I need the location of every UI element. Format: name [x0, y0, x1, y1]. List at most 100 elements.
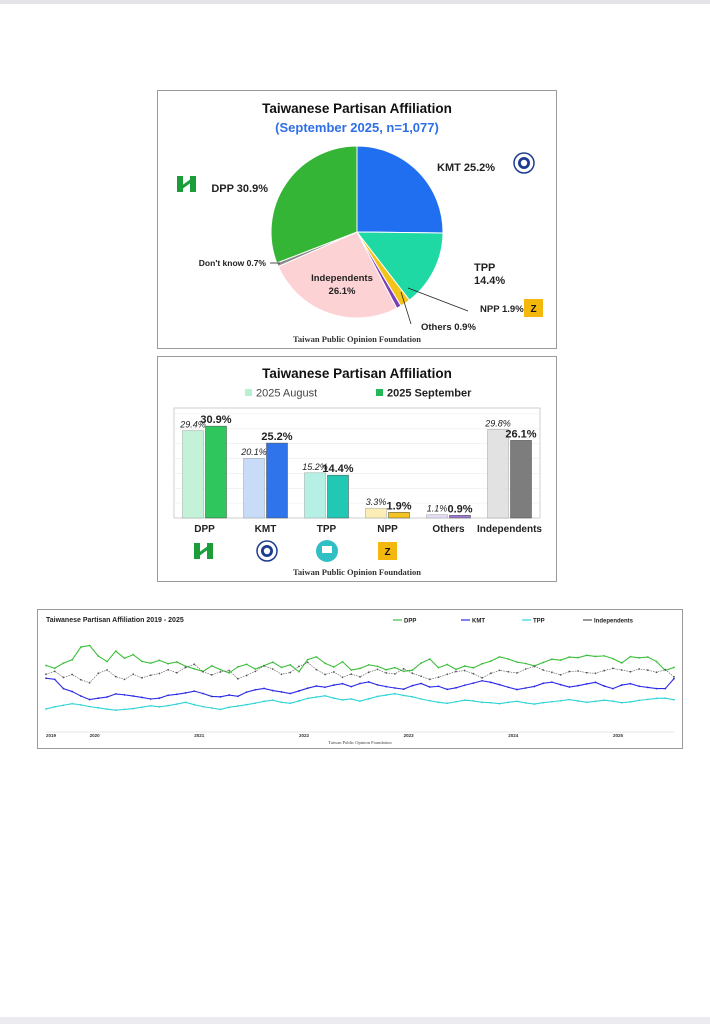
- bar-plot-area: [173, 407, 541, 519]
- trend-point-independents: [88, 681, 91, 684]
- trend-point-dpp: [359, 667, 361, 670]
- bar-chart: Taiwanese Partisan Affiliation 2025 Augu…: [173, 366, 542, 577]
- leader-line-npp: [407, 287, 469, 312]
- npp-logo: Z: [378, 542, 397, 560]
- bar-tpp-august: [304, 472, 326, 519]
- trend-point-tpp: [411, 695, 414, 698]
- trend-point-tpp: [498, 702, 501, 705]
- trend-point-kmt: [306, 687, 309, 690]
- trend-point-independents: [577, 670, 579, 672]
- trend-point-tpp: [202, 705, 204, 708]
- bar-label-dpp-september: 30.9%: [200, 414, 231, 426]
- trend-point-independents: [612, 667, 614, 670]
- trend-point-kmt: [629, 682, 632, 685]
- trend-point-independents: [559, 673, 562, 676]
- trend-point-kmt: [577, 684, 579, 687]
- bar-label-kmt-september: 25.2%: [261, 431, 292, 443]
- category-label-others: Others: [432, 524, 465, 535]
- trend-point-kmt: [219, 695, 222, 698]
- trend-point-tpp: [167, 704, 170, 707]
- trend-point-kmt: [324, 686, 327, 689]
- trend-point-independents: [114, 675, 117, 678]
- trend-source: Taiwan Public Opinion Foundation: [328, 740, 392, 745]
- trend-point-dpp: [167, 662, 170, 665]
- trend-point-tpp: [524, 702, 527, 704]
- bar-label-npp-september: 1.9%: [386, 500, 411, 512]
- trend-point-tpp: [620, 701, 623, 704]
- trend-point-tpp: [53, 705, 56, 708]
- trend-point-kmt: [376, 683, 379, 686]
- trend-point-tpp: [341, 699, 344, 701]
- trend-point-tpp: [149, 704, 152, 707]
- trend-point-independents: [62, 676, 65, 679]
- trend-point-kmt: [141, 696, 143, 699]
- trend-point-tpp: [228, 706, 231, 709]
- trend-point-independents: [524, 668, 527, 670]
- trend-point-dpp: [489, 660, 492, 663]
- pie-label-dpp: DPP 30.9%: [211, 183, 268, 195]
- bar-label-others-september: 0.9%: [447, 503, 472, 515]
- trend-point-kmt: [612, 687, 614, 690]
- trend-point-independents: [629, 670, 632, 673]
- pie-slice-tpp: [355, 231, 444, 301]
- trend-point-kmt: [507, 686, 510, 689]
- trend-point-independents: [289, 671, 292, 674]
- trend-point-kmt: [646, 686, 649, 689]
- trend-point-tpp: [271, 699, 274, 702]
- trend-point-kmt: [393, 687, 396, 689]
- trend-point-tpp: [71, 702, 74, 705]
- trend-point-tpp: [332, 697, 335, 700]
- trend-point-tpp: [263, 700, 265, 703]
- dpp-logo: [177, 176, 196, 192]
- trend-point-kmt: [79, 695, 82, 697]
- trend-point-independents: [550, 671, 553, 674]
- trend-point-kmt: [673, 677, 675, 680]
- trend-point-independents: [664, 668, 667, 671]
- trend-point-dpp: [45, 664, 47, 667]
- trend-point-dpp: [236, 665, 239, 668]
- trend-point-dpp: [53, 667, 56, 670]
- trend-point-independents: [219, 671, 222, 673]
- trend-point-tpp: [280, 701, 283, 704]
- trend-point-tpp: [577, 700, 579, 702]
- trend-point-independents: [132, 673, 135, 676]
- trend-point-dpp: [350, 669, 353, 671]
- trend-point-kmt: [175, 693, 178, 696]
- legend-label-august: 2025 August: [256, 388, 317, 400]
- trend-point-kmt: [158, 697, 161, 700]
- category-label-independents: Independents: [477, 524, 542, 535]
- trend-point-independents: [507, 670, 510, 673]
- trend-point-independents: [411, 672, 414, 675]
- trend-point-independents: [271, 668, 274, 670]
- trend-point-kmt: [542, 682, 545, 685]
- trend-point-independents: [376, 668, 379, 671]
- kmt-logo: [256, 540, 278, 562]
- trend-point-dpp: [71, 658, 74, 661]
- trend-point-dpp: [393, 666, 396, 669]
- category-label-tpp: TPP: [317, 524, 337, 535]
- leader-line-others: [400, 291, 412, 325]
- trend-point-dpp: [559, 659, 562, 662]
- trend-chart: Taiwanese Partisan Affiliation 2019 - 20…: [45, 617, 675, 745]
- bar-npp-september: [388, 512, 410, 519]
- trend-point-dpp: [271, 661, 274, 664]
- bar-independents-september: [510, 440, 532, 519]
- trend-point-independents: [324, 673, 327, 676]
- trend-point-tpp: [594, 700, 597, 703]
- trend-point-kmt: [149, 698, 152, 700]
- pie-subtitle: (September 2025, n=1,077): [275, 120, 439, 135]
- trend-point-tpp: [463, 699, 466, 702]
- trend-year-label: 2024: [508, 733, 519, 738]
- trend-year-label: 2025: [613, 733, 624, 738]
- trend-point-tpp: [114, 709, 117, 712]
- top-border: [0, 0, 710, 4]
- trend-point-tpp: [655, 697, 658, 700]
- trend-point-independents: [254, 670, 257, 673]
- trend-point-dpp: [446, 663, 449, 666]
- trend-point-independents: [498, 669, 501, 672]
- trend-point-dpp: [341, 660, 344, 663]
- trend-point-tpp: [472, 700, 475, 702]
- trend-point-tpp: [507, 701, 510, 704]
- trend-point-kmt: [455, 686, 457, 689]
- trend-point-dpp: [367, 663, 370, 666]
